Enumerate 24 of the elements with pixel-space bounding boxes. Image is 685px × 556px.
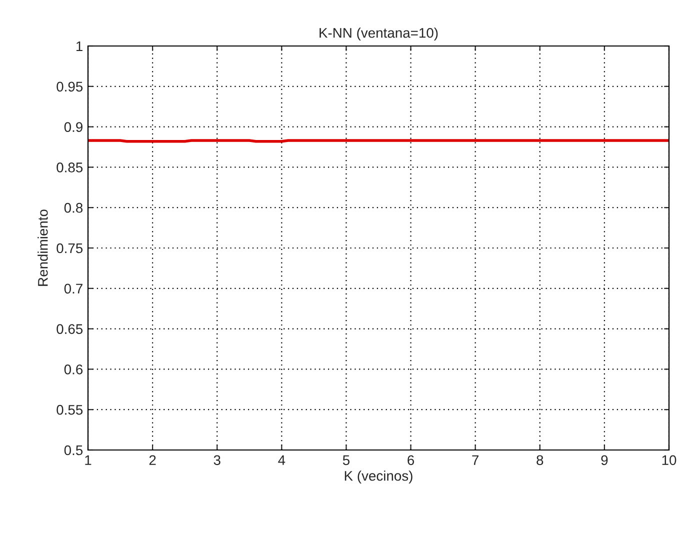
x-tick-label: 10 [662, 455, 676, 466]
y-tick-label: 0.65 [56, 324, 83, 334]
y-axis-title: Rendimiento [38, 210, 48, 286]
x-tick-label: 6 [408, 455, 414, 466]
chart-title: K-NN (ventana=10) [320, 28, 438, 41]
y-tick-label: 0.75 [56, 243, 83, 254]
x-tick-label: 3 [214, 455, 220, 466]
y-tick-label: 0.95 [56, 82, 83, 92]
y-tick-label: 0.55 [56, 404, 83, 415]
y-tick-label: 0.85 [56, 162, 83, 172]
x-axis-title: K (vecinos) [344, 470, 412, 484]
x-tick-label: 2 [149, 455, 156, 465]
y-tick-label: 0.9 [64, 122, 82, 132]
y-tick-label: 1 [76, 41, 82, 52]
x-tick-label: 4 [278, 455, 286, 465]
y-tick-label: 0.7 [64, 284, 82, 294]
y-tick-label: 0.6 [64, 364, 83, 374]
x-tick-label: 8 [536, 455, 544, 466]
x-tick-label: 1 [85, 455, 92, 465]
y-tick-label: 0.5 [64, 445, 83, 456]
y-tick-label: 0.8 [64, 202, 83, 213]
x-tick-label: 7 [472, 455, 478, 465]
x-tick-label: 5 [342, 455, 350, 466]
x-tick-label: 9 [601, 455, 608, 466]
